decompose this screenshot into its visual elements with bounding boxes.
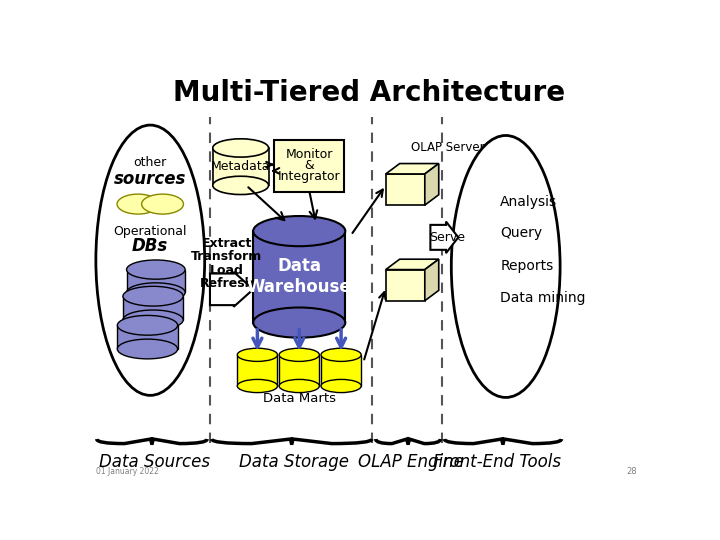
FancyBboxPatch shape	[117, 325, 178, 349]
Text: Reports: Reports	[500, 259, 554, 273]
Ellipse shape	[238, 380, 277, 393]
Text: 01 January 2022: 01 January 2022	[96, 468, 158, 476]
FancyBboxPatch shape	[386, 269, 425, 301]
Ellipse shape	[253, 216, 346, 246]
Text: Serve: Serve	[429, 231, 465, 244]
Text: OLAP Server: OLAP Server	[411, 141, 485, 154]
Polygon shape	[386, 259, 438, 269]
Text: Analysis: Analysis	[500, 195, 557, 209]
Ellipse shape	[142, 194, 184, 214]
Text: Data Marts: Data Marts	[263, 392, 336, 405]
Ellipse shape	[238, 348, 277, 361]
Ellipse shape	[117, 339, 178, 359]
FancyBboxPatch shape	[123, 296, 183, 320]
Text: DBs: DBs	[132, 237, 168, 255]
Ellipse shape	[451, 136, 560, 397]
Ellipse shape	[127, 283, 185, 302]
Ellipse shape	[321, 380, 361, 393]
Ellipse shape	[96, 125, 204, 395]
Text: &: &	[304, 159, 314, 172]
Polygon shape	[425, 164, 438, 205]
Text: Query: Query	[500, 226, 542, 240]
Ellipse shape	[123, 310, 183, 330]
FancyBboxPatch shape	[238, 355, 277, 386]
Text: Data Storage: Data Storage	[238, 453, 348, 471]
Text: Data Sources: Data Sources	[99, 453, 210, 471]
Text: Multi-Tiered Architecture: Multi-Tiered Architecture	[173, 79, 565, 107]
Text: Warehouse: Warehouse	[247, 278, 351, 296]
Text: Load: Load	[210, 264, 243, 276]
Text: Metadata: Metadata	[211, 160, 271, 173]
Text: Integrator: Integrator	[278, 170, 341, 183]
Ellipse shape	[123, 286, 183, 306]
Text: Monitor: Monitor	[285, 148, 333, 161]
Ellipse shape	[117, 194, 159, 214]
Text: other: other	[134, 156, 167, 169]
FancyBboxPatch shape	[386, 174, 425, 205]
Ellipse shape	[321, 348, 361, 361]
Polygon shape	[210, 272, 253, 307]
FancyBboxPatch shape	[321, 355, 361, 386]
Text: OLAP Engine: OLAP Engine	[358, 453, 464, 471]
Ellipse shape	[213, 176, 269, 194]
Text: Refresh: Refresh	[199, 277, 254, 290]
FancyBboxPatch shape	[274, 140, 344, 192]
Ellipse shape	[279, 348, 320, 361]
Text: Operational: Operational	[114, 225, 187, 238]
Ellipse shape	[279, 380, 320, 393]
Text: sources: sources	[114, 170, 186, 188]
Polygon shape	[425, 259, 438, 301]
Text: 28: 28	[626, 468, 637, 476]
Text: Extract: Extract	[202, 237, 252, 250]
FancyBboxPatch shape	[253, 231, 346, 322]
Ellipse shape	[127, 260, 185, 279]
FancyBboxPatch shape	[213, 148, 269, 185]
FancyBboxPatch shape	[279, 355, 320, 386]
Text: Data: Data	[277, 258, 321, 275]
Text: Front-End Tools: Front-End Tools	[433, 453, 562, 471]
Ellipse shape	[253, 307, 346, 338]
FancyBboxPatch shape	[127, 269, 185, 293]
Ellipse shape	[213, 139, 269, 157]
Polygon shape	[431, 221, 459, 253]
Text: Data mining: Data mining	[500, 291, 585, 305]
Ellipse shape	[117, 315, 178, 335]
Text: Transform: Transform	[191, 251, 262, 264]
Polygon shape	[386, 164, 438, 174]
